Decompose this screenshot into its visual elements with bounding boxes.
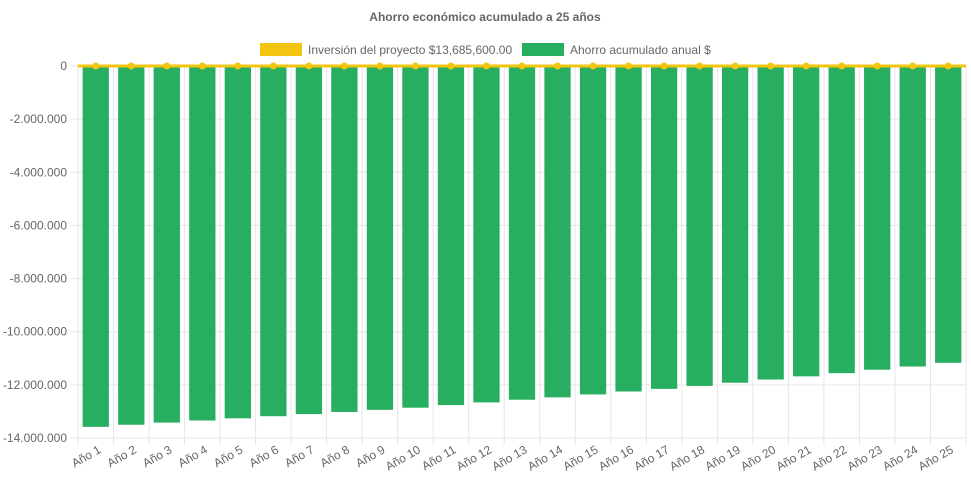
x-tick-label: Año 12: [454, 442, 494, 473]
bar[interactable]: [935, 66, 961, 363]
line-point[interactable]: [376, 63, 383, 70]
x-tick-label: Año 23: [845, 442, 885, 473]
legend-item-savings[interactable]: Ahorro acumulado anual $: [522, 43, 711, 57]
bar[interactable]: [544, 66, 570, 397]
legend-swatch-investment: [260, 43, 302, 56]
bar[interactable]: [331, 66, 357, 412]
bar[interactable]: [651, 66, 677, 389]
x-tick-label: Año 2: [105, 442, 139, 470]
x-tick-label: Año 1: [69, 442, 103, 470]
bar[interactable]: [686, 66, 712, 386]
x-tick-label: Año 21: [774, 442, 814, 473]
line-point[interactable]: [519, 63, 526, 70]
x-tick-label: Año 24: [880, 442, 920, 473]
bar[interactable]: [225, 66, 251, 418]
bar[interactable]: [438, 66, 464, 405]
line-point[interactable]: [305, 63, 312, 70]
bar[interactable]: [722, 66, 748, 383]
line-point[interactable]: [163, 63, 170, 70]
x-tick-label: Año 16: [596, 442, 636, 473]
y-tick-label: -6.000.000: [10, 218, 68, 232]
line-point[interactable]: [234, 63, 241, 70]
line-point[interactable]: [838, 63, 845, 70]
x-tick-label: Año 19: [703, 442, 743, 473]
bar[interactable]: [402, 66, 428, 408]
x-tick-label: Año 13: [490, 442, 530, 473]
legend-label-investment: Inversión del proyecto $13,685,600.00: [308, 43, 512, 57]
line-point[interactable]: [696, 63, 703, 70]
x-tick-label: Año 17: [632, 442, 672, 473]
legend: Inversión del proyecto $13,685,600.00 Ah…: [260, 43, 711, 57]
line-point[interactable]: [732, 63, 739, 70]
bar[interactable]: [473, 66, 499, 402]
legend-item-investment[interactable]: Inversión del proyecto $13,685,600.00: [260, 43, 512, 57]
bar[interactable]: [154, 66, 180, 423]
y-tick-label: 0: [60, 59, 67, 73]
bar[interactable]: [118, 66, 144, 425]
line-point[interactable]: [270, 63, 277, 70]
bar[interactable]: [757, 66, 783, 380]
x-tick-label: Año 14: [525, 442, 565, 473]
bar[interactable]: [367, 66, 393, 410]
bar[interactable]: [829, 66, 855, 373]
bar[interactable]: [793, 66, 819, 376]
x-tick-label: Año 9: [353, 442, 387, 470]
line-point[interactable]: [341, 63, 348, 70]
y-tick-label: -10.000.000: [3, 325, 67, 339]
line-point[interactable]: [909, 63, 916, 70]
bar[interactable]: [260, 66, 286, 416]
x-tick-label: Año 3: [140, 442, 174, 470]
x-tick-label: Año 5: [211, 442, 245, 470]
bar[interactable]: [509, 66, 535, 400]
bar[interactable]: [900, 66, 926, 367]
line-point[interactable]: [590, 63, 597, 70]
y-tick-label: -2.000.000: [10, 112, 68, 126]
line-point[interactable]: [554, 63, 561, 70]
line-point[interactable]: [661, 63, 668, 70]
x-axis: Año 1 Año 2 Año 3 Año 4 Año 5 Año 6 Año 7 Año 8…: [69, 442, 956, 473]
x-tick-label: Año 20: [738, 442, 778, 473]
x-tick-label: Año 25: [916, 442, 956, 473]
x-tick-label: Año 8: [318, 442, 352, 470]
line-point[interactable]: [92, 63, 99, 70]
line-point[interactable]: [767, 63, 774, 70]
y-tick-label: -12.000.000: [3, 378, 67, 392]
bar[interactable]: [864, 66, 890, 370]
y-tick-label: -8.000.000: [10, 272, 68, 286]
bar[interactable]: [615, 66, 641, 392]
line-point[interactable]: [483, 63, 490, 70]
line-point[interactable]: [874, 63, 881, 70]
y-axis: 0 -2.000.000 -4.000.000 -6.000.000 -8.000.00…: [3, 59, 67, 445]
x-tick-label: Año 15: [561, 442, 601, 473]
bar[interactable]: [83, 66, 109, 427]
line-point[interactable]: [128, 63, 135, 70]
line-point[interactable]: [412, 63, 419, 70]
x-tick-label: Año 7: [282, 442, 316, 470]
chart-title: Ahorro económico acumulado a 25 años: [369, 10, 601, 24]
x-tick-label: Año 11: [419, 442, 458, 473]
x-tick-label: Año 6: [247, 442, 281, 470]
bar-series: [83, 66, 962, 427]
line-point[interactable]: [625, 63, 632, 70]
legend-label-savings: Ahorro acumulado anual $: [570, 43, 711, 57]
bar[interactable]: [296, 66, 322, 414]
x-tick-label: Año 22: [809, 442, 849, 473]
x-tick-label: Año 4: [176, 442, 210, 470]
x-tick-label: Año 10: [383, 442, 423, 473]
line-point[interactable]: [199, 63, 206, 70]
line-point[interactable]: [447, 63, 454, 70]
bar[interactable]: [189, 66, 215, 420]
legend-swatch-savings: [522, 43, 564, 56]
y-tick-label: -14.000.000: [3, 431, 67, 445]
y-tick-label: -4.000.000: [10, 165, 68, 179]
x-tick-label: Año 18: [667, 442, 707, 473]
bar[interactable]: [580, 66, 606, 394]
line-point[interactable]: [945, 63, 952, 70]
line-point[interactable]: [803, 63, 810, 70]
